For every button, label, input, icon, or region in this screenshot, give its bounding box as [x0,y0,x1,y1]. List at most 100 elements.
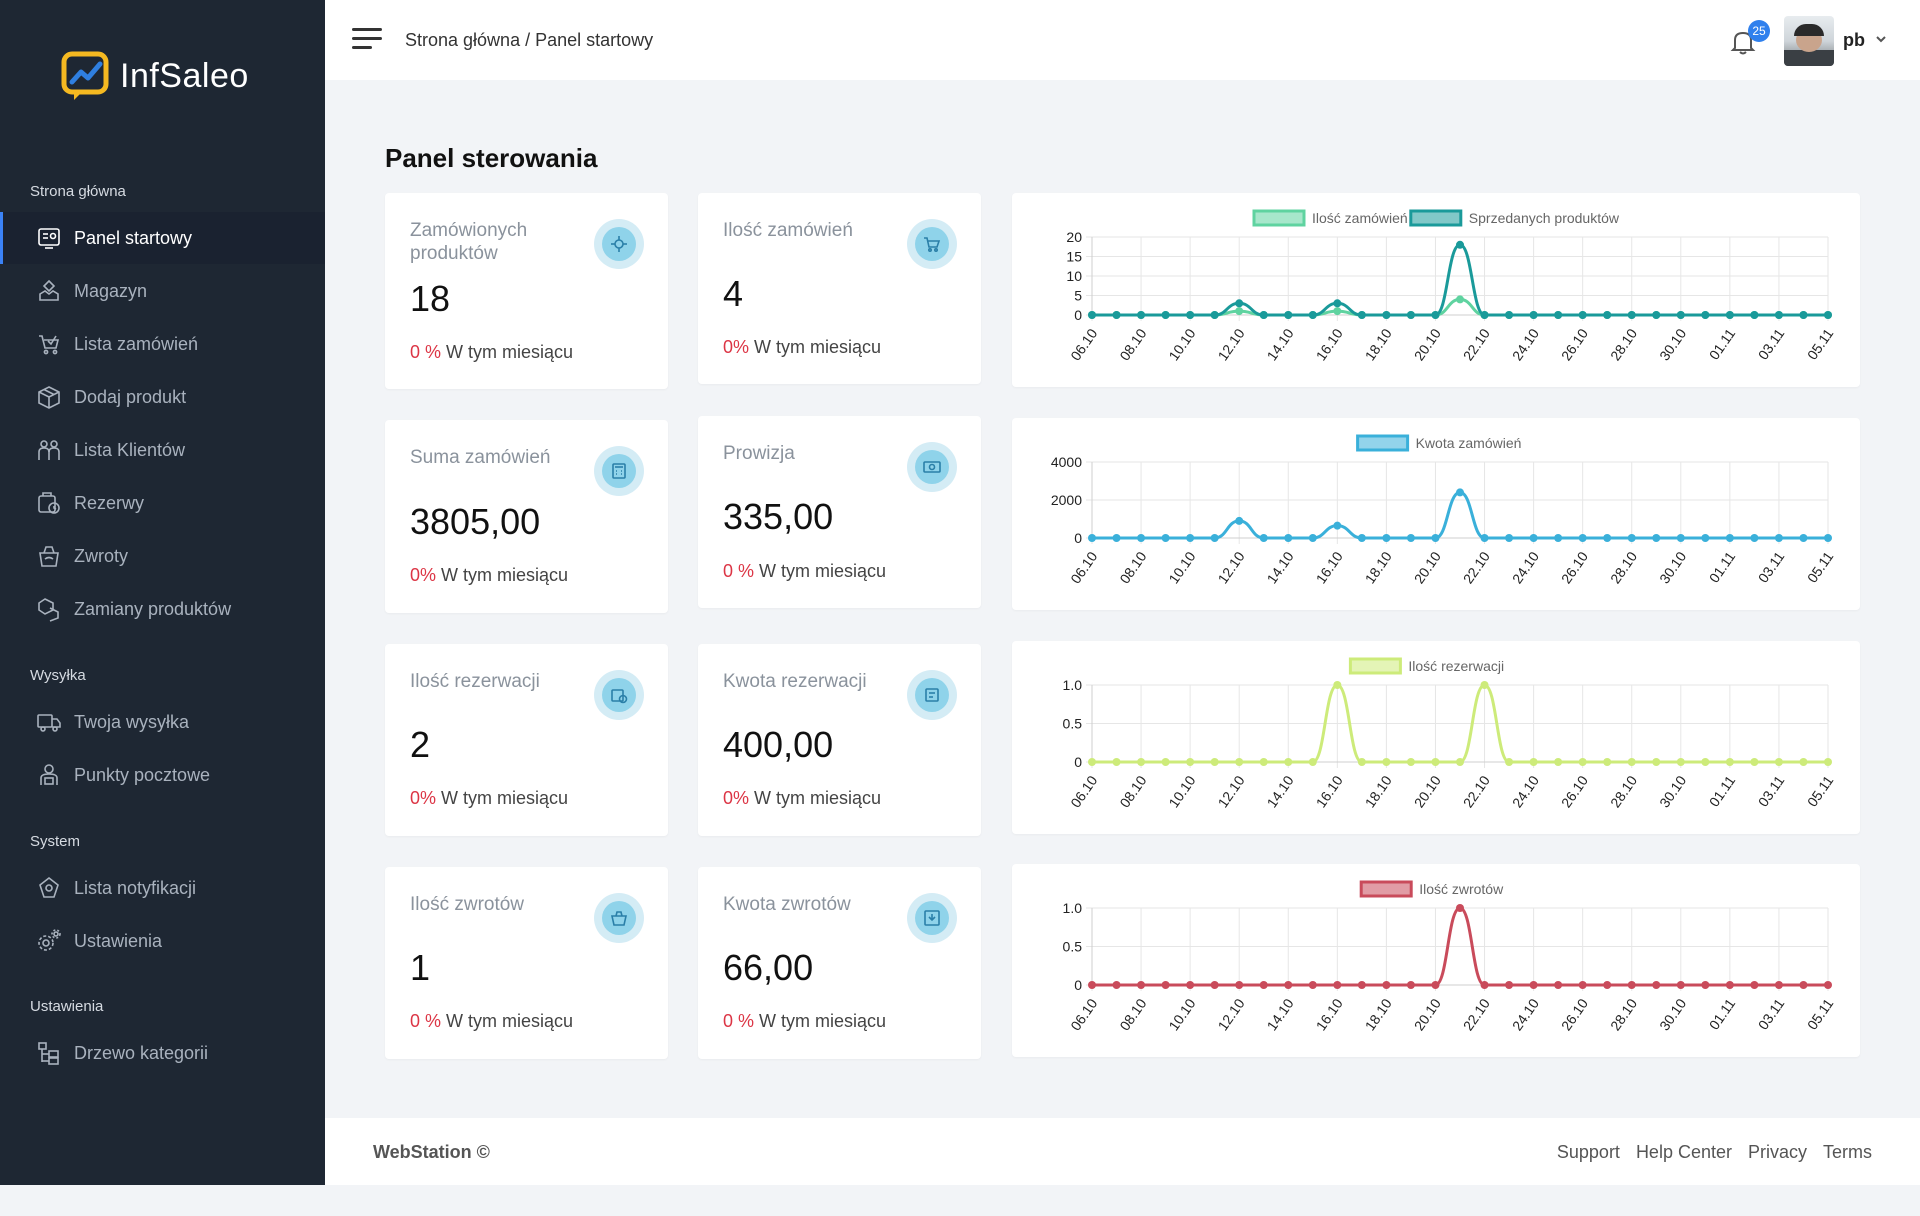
x-tick-label: 26.10 [1558,995,1591,1033]
data-point [1529,758,1538,766]
data-point [1603,534,1612,542]
data-point [1235,981,1244,989]
data-point [1676,311,1685,319]
x-tick-label: 14.10 [1264,995,1297,1033]
data-point [1603,981,1612,989]
data-point [1456,295,1464,304]
x-tick-label: 05.11 [1804,772,1837,809]
avatar[interactable] [1784,16,1834,66]
user-name[interactable]: pb [1843,30,1865,50]
sidebar-item-ustawienia[interactable]: Ustawienia [0,915,325,967]
data-point [1480,534,1489,542]
chart-card-reservations: Ilość rezerwacji 0 0.5 1.0 06.10 08.10 10.10 12… [1012,641,1860,834]
stat-period: W tym miesiącu [759,561,887,581]
stat-period: W tym miesiącu [446,1011,574,1031]
basket-icon [594,893,644,943]
footer-link-terms[interactable]: Terms [1823,1142,1872,1162]
sidebar-item-magazyn[interactable]: Magazyn [0,265,325,317]
data-point [1161,758,1170,766]
sidebar-item-punkty-pocztowe[interactable]: Punkty pocztowe [0,749,325,801]
reservation-icon [594,670,644,720]
x-tick-label: 20.10 [1411,995,1444,1033]
data-point [1308,981,1317,989]
data-point [1603,758,1612,766]
stat-value: 2 [410,724,431,765]
data-point [1529,534,1538,542]
x-tick-label: 16.10 [1313,548,1346,586]
x-tick-label: 01.11 [1706,772,1739,809]
data-point [1725,534,1734,542]
legend-label: Ilość zamówień [1312,210,1408,226]
data-point [1652,981,1661,989]
data-point [1333,307,1342,316]
sidebar-item-label: Lista notyfikacji [74,877,197,898]
sidebar-item-lista-zamowien[interactable]: Lista zamówień [0,318,325,370]
data-point [1088,534,1096,542]
data-point [1627,758,1636,766]
stat-title: Kwota rezerwacji [723,671,867,692]
stat-value: 1 [410,947,431,988]
x-tick-label: 30.10 [1656,995,1689,1033]
data-point [1161,311,1170,319]
x-tick-label: 08.10 [1116,995,1149,1033]
app-name: InfSaleo [120,56,249,95]
data-point [1578,758,1587,766]
x-tick-label: 16.10 [1313,995,1346,1033]
x-tick-label: 06.10 [1067,995,1100,1033]
x-tick-label: 24.10 [1509,325,1542,363]
data-point [1824,311,1832,319]
sidebar-item-lista-notyfikacji[interactable]: Lista notyfikacji [0,862,325,914]
app-logo[interactable]: InfSaleo [60,50,249,102]
data-point [1186,311,1195,319]
footer-brand: WebStation © [373,1142,490,1162]
x-tick-label: 28.10 [1607,325,1640,363]
bell-icon[interactable] [1730,28,1756,56]
data-point [1529,981,1538,989]
sidebar-item-twoja-wysylka[interactable]: Twoja wysyłka [0,696,325,748]
settings-icon [38,929,61,951]
stat-value: 3805,00 [410,501,541,542]
download-icon [907,893,957,943]
data-point [1088,758,1096,766]
data-point [1725,311,1734,319]
postal-point-icon [40,764,58,785]
stat-subtitle: 0 % W tym miesiącu [723,561,886,582]
x-tick-label: 22.10 [1460,772,1493,810]
sidebar-item-zamiany-produktow[interactable]: Zamiany produktów [0,583,325,635]
data-point [1186,534,1195,542]
footer-link-support[interactable]: Support [1556,1142,1620,1162]
target-icon [594,219,644,269]
x-tick-label: 08.10 [1116,325,1149,363]
y-tick-label: 15 [1066,249,1082,265]
stat-percent: 0 % [723,1011,755,1031]
data-point [1480,311,1489,319]
menu-toggle-icon[interactable] [352,28,382,52]
calculator-icon [594,446,644,496]
sidebar-item-zwroty[interactable]: Zwroty [0,530,325,582]
sidebar-item-panel-startowy[interactable]: Panel startowy [0,212,325,264]
stat-value: 4 [723,273,744,314]
stat-value: 66,00 [723,947,814,988]
chevron-down-icon[interactable] [1875,34,1887,44]
x-tick-label: 16.10 [1313,772,1346,810]
data-point [1333,681,1342,689]
footer-link-privacy[interactable]: Privacy [1747,1142,1807,1162]
data-point [1774,758,1783,766]
data-point [1235,758,1244,766]
x-tick-label: 06.10 [1067,548,1100,586]
sidebar-item-label: Lista Klientów [74,439,186,460]
legend-label: Ilość zwrotów [1419,881,1504,897]
data-point [1186,758,1195,766]
footer-link-help-center[interactable]: Help Center [1635,1142,1732,1162]
sidebar-item-drzewo-kategorii[interactable]: Drzewo kategorii [0,1027,325,1079]
sidebar-item-rezerwy[interactable]: Rezerwy [0,477,325,529]
sidebar-item-label: Lista zamówień [74,333,199,354]
x-tick-label: 18.10 [1362,772,1395,810]
stat-period: W tym miesiącu [441,565,569,585]
sidebar-item-dodaj-produkt[interactable]: Dodaj produkt [0,371,325,423]
data-point [1308,311,1317,319]
stat-value: 400,00 [723,724,834,765]
x-tick-label: 06.10 [1067,325,1100,363]
x-tick-label: 03.11 [1755,548,1788,585]
sidebar-item-lista-klientow[interactable]: Lista Klientów [0,424,325,476]
